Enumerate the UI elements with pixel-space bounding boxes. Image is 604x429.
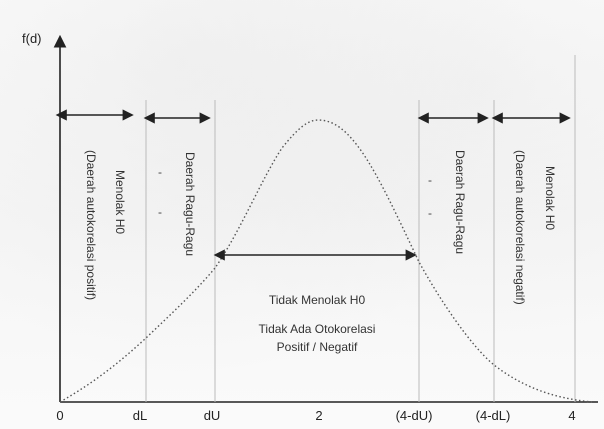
zone-right-inner-mark-1: - bbox=[428, 173, 432, 187]
zone-right-outer-line2-group: Menolak H0 bbox=[543, 166, 557, 230]
x-tick-4-dl: (4-dL) bbox=[476, 408, 511, 423]
zone-left-outer-line2-group: Menolak H0 bbox=[113, 170, 127, 234]
x-tick-4: 4 bbox=[568, 408, 575, 423]
zone-left-inner-mark-1: - bbox=[158, 165, 162, 179]
x-tick-du: dU bbox=[204, 408, 221, 423]
zone-left-inner-line1: Daerah Ragu-Ragu bbox=[183, 152, 197, 256]
x-tick-dl: dL bbox=[133, 408, 147, 423]
zone-right-inner-line1-group: Daerah Ragu-Ragu bbox=[453, 150, 467, 254]
zone-left-outer-line1-group: (Daerah autokorelasi positif) bbox=[84, 150, 98, 300]
y-axis-label: f(d) bbox=[22, 31, 42, 46]
zone-right-inner-mark-2: - bbox=[428, 206, 432, 220]
x-tick-4-du: (4-dU) bbox=[396, 408, 433, 423]
zone-center-line3: Positif / Negatif bbox=[277, 340, 358, 354]
zone-right-outer-line2: Menolak H0 bbox=[543, 166, 557, 230]
zone-right-inner-line1: Daerah Ragu-Ragu bbox=[453, 150, 467, 254]
x-tick-0: 0 bbox=[56, 408, 63, 423]
zone-center-line2: Tidak Ada Otokorelasi bbox=[259, 322, 376, 336]
zone-center-line1: Tidak Menolak H0 bbox=[269, 293, 366, 307]
density-curve bbox=[59, 119, 593, 403]
zone-left-outer-line1: (Daerah autokorelasi positif) bbox=[84, 150, 98, 300]
zone-left-inner-line1-group: Daerah Ragu-Ragu bbox=[183, 152, 197, 256]
zone-left-inner-mark-2: - bbox=[158, 205, 162, 219]
zone-left-outer-line2: Menolak H0 bbox=[113, 170, 127, 234]
zone-right-outer-line1: (Daerah autokorelasi negatif) bbox=[513, 150, 527, 305]
x-tick-2: 2 bbox=[315, 408, 322, 423]
zone-right-outer-line1-group: (Daerah autokorelasi negatif) bbox=[513, 150, 527, 305]
